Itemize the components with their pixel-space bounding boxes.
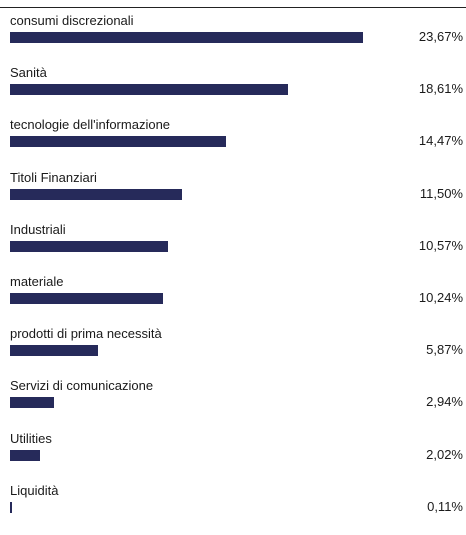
bar-row: tecnologie dell'informazione 14,47% [0,117,466,169]
category-label: Utilities [10,431,52,446]
value-label: 23,67% [418,29,463,44]
category-label: Industriali [10,222,66,237]
category-label: consumi discrezionali [10,13,134,28]
bar-row: Industriali 10,57% [0,222,466,274]
value-label: 0,11% [427,499,463,514]
category-label: prodotti di prima necessità [10,326,162,341]
category-label: materiale [10,274,64,289]
top-divider [0,7,466,8]
bar-row: materiale 10,24% [0,274,466,326]
bar-row: prodotti di prima necessità 5,87% [0,326,466,378]
bar [10,32,363,43]
bar [10,84,288,95]
bar-row: Sanità 18,61% [0,65,466,117]
value-label: 10,57% [418,238,463,253]
value-label: 5,87% [426,342,463,357]
bar [10,241,168,252]
bar-row: Utilities 2,02% [0,431,466,483]
bar [10,345,98,356]
bar-row: Liquidità 0,11% [0,483,466,535]
bar [10,450,40,461]
value-label: 11,50% [419,186,463,201]
category-label: Titoli Finanziari [10,170,97,185]
category-label: tecnologie dell'informazione [10,117,171,132]
value-label: 18,61% [418,81,463,96]
value-label: 2,94% [426,394,463,409]
value-label: 10,24% [418,290,463,305]
bar [10,136,226,147]
bar [10,397,54,408]
category-label: Servizi di comunicazione [10,378,154,393]
category-label: Liquidità [10,483,59,498]
bar-row: Servizi di comunicazione 2,94% [0,378,466,430]
value-label: 2,02% [426,447,463,462]
value-label: 14,47% [418,133,463,148]
sector-allocation-chart: consumi discrezionali 23,67% Sanità 18,61% t… [0,7,466,514]
category-label: Sanità [10,65,47,80]
bar [10,502,12,513]
bar [10,293,163,304]
bar-row: Titoli Finanziari 11,50% [0,170,466,222]
bar [10,189,182,200]
bar-row: consumi discrezionali 23,67% [0,13,466,65]
